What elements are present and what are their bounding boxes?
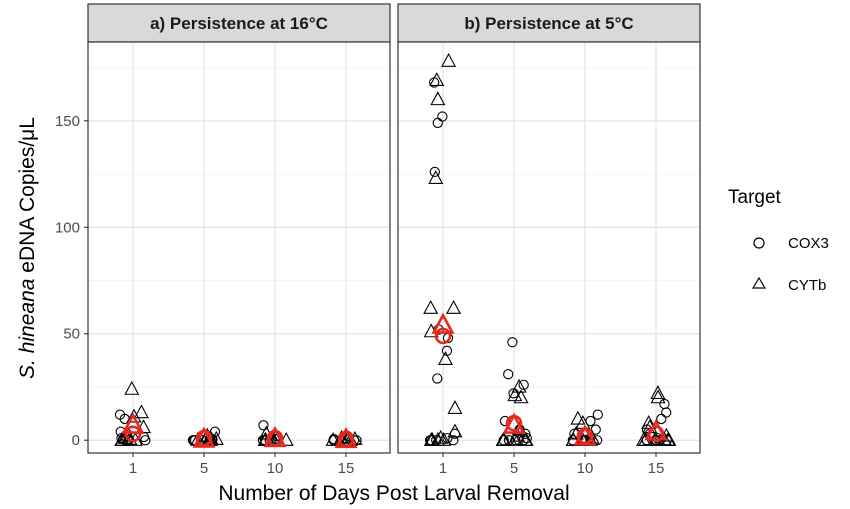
x-tick-label-b-5: 5 [510, 460, 518, 477]
y-tick-label-50: 50 [63, 326, 80, 343]
point-cytb-b-15 [650, 385, 666, 400]
point-cox3-b-1 [432, 373, 443, 384]
point-cytb-b-5 [495, 431, 511, 446]
point-cytb-b-15 [641, 414, 657, 429]
mean-cytb-b-15 [644, 418, 668, 441]
x-tick-label-b-1: 1 [439, 460, 447, 477]
x-tick-label-a-15: 15 [338, 460, 355, 477]
panel-b-background [398, 42, 700, 453]
point-cytb-b-1 [441, 52, 457, 67]
point-cytb-b-1 [429, 72, 445, 87]
point-cytb-b-1 [446, 299, 462, 314]
point-cytb-b-1 [447, 400, 463, 414]
mean-cytb-a-10 [263, 425, 287, 448]
panel-a-border [87, 41, 391, 454]
point-cytb-a-1 [124, 380, 140, 395]
mean-cytb-a-15 [334, 426, 358, 449]
point-cytb-b-1 [423, 299, 439, 314]
panel-a-points [114, 380, 363, 449]
x-tick-label-a-1: 1 [129, 460, 137, 477]
panel-b-title: b) Persistence at 5°C [464, 14, 633, 33]
x-tick-label-b-15: 15 [648, 460, 665, 477]
panel-a: a) Persistence at 16°C [87, 3, 391, 454]
point-cytb-b-5 [513, 389, 529, 404]
panel-a-background [88, 42, 390, 453]
legend-triangle-icon [751, 276, 767, 289]
point-cytb-b-1 [424, 431, 440, 446]
y-tick-label-0: 0 [72, 432, 80, 449]
legend-label-cytb: CYTb [788, 277, 826, 294]
legend-title: Target [728, 187, 782, 208]
y-tick-label-100: 100 [55, 219, 80, 236]
mean-cytb-a-5 [192, 426, 216, 448]
point-cytb-b-5 [507, 387, 523, 402]
panel-a-grid [88, 42, 390, 453]
legend-circle-icon [753, 237, 765, 249]
panel-b-border [397, 41, 701, 454]
panel-b-strip [397, 3, 701, 43]
point-cox3-b-1 [432, 117, 443, 129]
mean-cytb-b-1 [431, 312, 455, 334]
panel-b: b) Persistence at 5°C [397, 3, 701, 454]
point-cytb-b-5 [518, 431, 534, 446]
point-cox3-b-5 [507, 337, 518, 348]
point-cox3-b-1 [429, 166, 440, 178]
x-axis: 1 5 10 15 1 5 10 15 [129, 453, 665, 477]
point-cytb-b-15 [650, 389, 666, 404]
point-cytb-b-10 [565, 431, 581, 446]
point-cytb-b-10 [570, 410, 586, 425]
panel-a-strip [87, 3, 391, 43]
y-axis: 0 50 100 150 [55, 113, 88, 449]
x-tick-label-b-10: 10 [577, 460, 594, 477]
point-cytb-b-1 [436, 431, 452, 446]
point-cox3-b-10 [590, 424, 601, 435]
point-cox3-b-15 [656, 413, 667, 425]
point-cytb-a-1 [126, 408, 142, 423]
panel-a-title: a) Persistence at 16°C [150, 14, 328, 33]
point-cox3-b-15 [661, 407, 672, 418]
y-axis-title-species: S. hineana [16, 279, 39, 379]
mean-cytb-b-5 [502, 412, 526, 434]
point-cytb-b-1 [447, 423, 463, 438]
panel-b-points [423, 52, 677, 446]
legend-label-cox3: COX3 [788, 235, 829, 252]
point-cytb-a-15 [325, 431, 341, 446]
y-axis-title: S. hineana eDNA Copies/μL [16, 117, 39, 379]
y-axis-title-units: eDNA Copies/μL [16, 117, 39, 279]
mean-cytb-b-10 [573, 424, 597, 446]
point-cytb-b-1 [428, 170, 444, 184]
mean-cytb-a-1 [121, 412, 145, 434]
point-cytb-b-1 [433, 429, 449, 444]
point-cox3-b-1 [448, 435, 459, 446]
x-axis-title: Number of Days Post Larval Removal [218, 482, 569, 505]
y-tick-label-150: 150 [55, 113, 80, 130]
point-cytb-b-5 [511, 378, 527, 393]
legend: Target COX3 CYTb [728, 187, 829, 294]
point-cytb-b-1 [437, 351, 454, 365]
point-cytb-a-1 [114, 431, 130, 446]
x-tick-label-a-10: 10 [267, 460, 284, 477]
point-cox3-b-5 [503, 369, 514, 380]
point-cox3-b-5 [508, 388, 519, 399]
point-cox3-a-10 [258, 420, 269, 431]
mean-cox3-b-1 [434, 327, 452, 345]
point-cox3-b-10 [592, 409, 603, 420]
x-tick-label-a-5: 5 [200, 460, 208, 477]
point-cytb-b-5 [507, 431, 523, 446]
point-cytb-b-1 [430, 91, 446, 106]
point-cytb-a-1 [133, 404, 149, 419]
